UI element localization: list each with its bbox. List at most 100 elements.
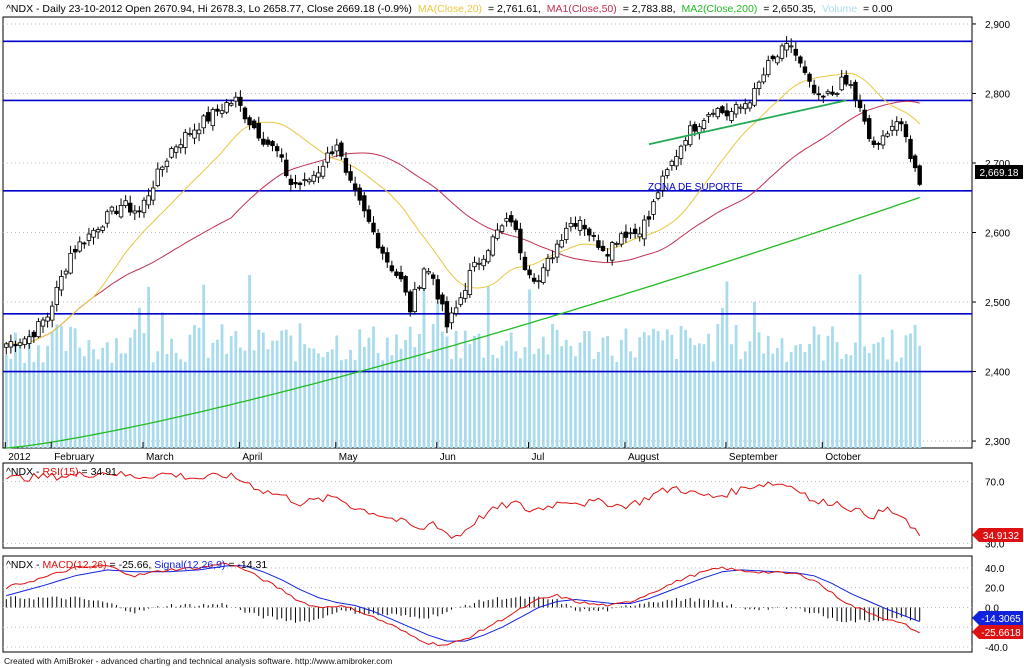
candle-body <box>251 120 257 129</box>
candle-body <box>91 229 96 238</box>
volume-bar <box>289 335 293 448</box>
volume-bar <box>55 324 59 448</box>
ma20-line <box>6 72 921 345</box>
candle-body <box>426 270 431 274</box>
candle-body <box>453 307 459 314</box>
volume-bar <box>115 338 118 448</box>
volume-bar <box>518 358 522 448</box>
volume-bar <box>477 333 481 448</box>
candle-body <box>628 232 633 235</box>
volume-bar <box>826 335 830 448</box>
volume-bar <box>294 361 297 448</box>
volume-bar <box>358 329 362 448</box>
volume-bar <box>633 357 637 448</box>
volume-bar <box>867 353 871 448</box>
date-tick-label: Jul <box>532 452 545 463</box>
main-header-prefix: ^NDX - Daily 23-10-2012 Open 2670.94, Hi… <box>6 3 412 15</box>
candle-body <box>706 114 711 117</box>
volume-bar <box>665 329 669 448</box>
candle-body <box>100 226 105 231</box>
candle-body <box>816 93 821 96</box>
candle-body <box>481 258 486 267</box>
volume-bar <box>32 361 36 448</box>
candle-body <box>59 276 64 291</box>
candle-body <box>467 270 473 295</box>
candle-body <box>788 45 794 48</box>
volume-bar <box>771 353 775 448</box>
candle-body <box>398 271 404 280</box>
volume-bar <box>551 324 554 448</box>
candle-body <box>605 254 610 257</box>
candle-body <box>17 342 23 346</box>
macd-header: ^NDX - MACD(12,26) = -25.66, Signal(12,2… <box>6 559 267 571</box>
candle-body <box>692 124 697 132</box>
volume-bar <box>890 329 894 448</box>
candle-body <box>192 129 197 139</box>
macd-tick-label: -40.0 <box>985 643 1008 654</box>
macd-label: MACD(12,26) <box>42 559 106 571</box>
volume-bar <box>473 335 476 448</box>
candle-body <box>187 133 193 135</box>
signal-tag-text: -14.3065 <box>981 614 1021 625</box>
volume-bar <box>500 345 504 448</box>
candle-body <box>224 102 229 113</box>
volume-bar <box>808 343 811 448</box>
macd-line <box>5 562 920 647</box>
candle-body <box>141 199 147 214</box>
volume-bar <box>716 324 720 448</box>
volume-bar <box>711 361 715 448</box>
candle-body <box>357 187 362 201</box>
volume-bar <box>592 359 596 448</box>
candle-body <box>903 124 909 138</box>
candle-body <box>279 154 284 158</box>
candle-body <box>867 118 872 140</box>
volume-bar <box>615 362 619 448</box>
candle-body <box>660 175 665 191</box>
candle-body <box>724 110 730 117</box>
volume-bar <box>876 342 880 448</box>
volume-bar <box>597 351 600 448</box>
candle-body <box>596 240 601 248</box>
candle-body <box>421 268 427 289</box>
volume-bar <box>349 349 352 448</box>
candle-body <box>463 290 468 299</box>
candle-body <box>798 56 803 64</box>
volume-bar <box>509 332 513 448</box>
macd-tag-text: -25.6618 <box>981 628 1021 639</box>
candle-body <box>444 301 450 328</box>
volume-value: = 0.00 <box>863 3 893 15</box>
volume-bar <box>128 337 132 448</box>
candle-body <box>449 312 454 324</box>
candle-body <box>508 215 514 223</box>
volume-bar <box>675 359 678 448</box>
volume-bar <box>399 348 403 448</box>
candle-body <box>848 84 854 87</box>
volume-bar <box>275 340 279 448</box>
candle-body <box>261 138 266 145</box>
candle-body <box>22 338 27 345</box>
volume-bar <box>684 330 688 448</box>
volume-bar <box>27 334 31 448</box>
volume-bar <box>96 359 100 448</box>
candle-body <box>137 210 142 213</box>
date-tick-label: April <box>242 452 262 463</box>
volume-bar <box>707 333 710 448</box>
candle-body <box>871 140 877 145</box>
candle-body <box>150 187 156 201</box>
volume-bar <box>440 331 444 448</box>
price-tag-text: 2,669.18 <box>980 168 1019 179</box>
candle-body <box>834 93 840 95</box>
candle-body <box>779 45 785 59</box>
candle-body <box>623 231 629 238</box>
volume-bar <box>339 360 343 448</box>
candle-body <box>105 211 110 224</box>
candle-body <box>458 297 463 305</box>
ma20-value: = 2,761.61, <box>488 3 541 15</box>
volume-bar <box>821 360 825 448</box>
volume-bar <box>909 333 912 448</box>
volume-bar <box>225 353 229 448</box>
volume-bar <box>317 353 320 448</box>
candle-body <box>173 146 179 153</box>
trendline <box>648 99 847 146</box>
volume-bar <box>798 343 802 448</box>
